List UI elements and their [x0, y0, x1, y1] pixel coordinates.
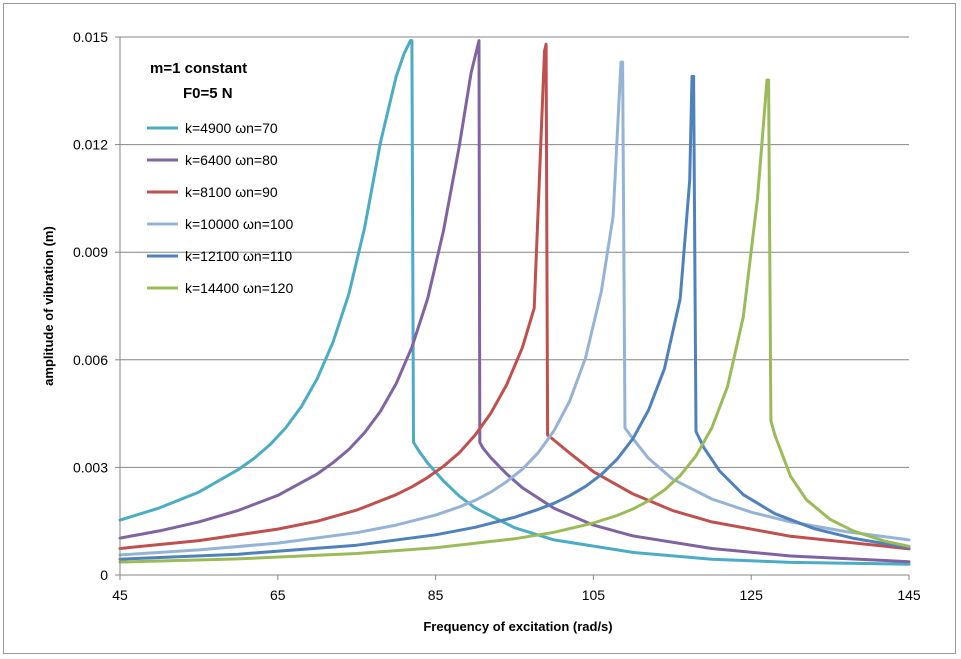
y-tick-label: 0.015 [73, 29, 108, 45]
legend-label-wn-80: k=6400 ωn=80 [185, 152, 278, 168]
y-tick-label: 0.012 [73, 137, 108, 153]
legend-label-wn-110: k=12100 ωn=110 [185, 248, 292, 264]
series-line-wn-110 [118, 75, 911, 561]
x-tick-label: 65 [270, 587, 286, 603]
plot-area [120, 37, 909, 575]
annotation-force: F0=5 N [183, 85, 233, 102]
series-line-wn-70 [118, 39, 911, 566]
series-line-wn-120 [118, 78, 911, 564]
y-tick-label: 0.003 [73, 459, 108, 475]
x-tick-label: 125 [740, 587, 764, 603]
legend-label-wn-70: k=4900 ωn=70 [185, 120, 278, 136]
y-tick-labels: 0 0.003 0.006 0.009 0.012 0.015 [73, 29, 120, 583]
legend: k=4900 ωn=70 k=6400 ωn=80 k=8100 ωn=90 k=10… [147, 120, 293, 296]
x-tick-label: 45 [112, 587, 128, 603]
series-lines [118, 39, 911, 566]
annotation-mass: m=1 constant [150, 60, 247, 77]
x-axis-title: Frequency of excitation (rad/s) [423, 619, 612, 634]
legend-label-wn-100: k=10000 ωn=100 [185, 216, 293, 232]
legend-label-wn-120: k=14400 ωn=120 [185, 280, 293, 296]
series-line-wn-100 [118, 60, 911, 557]
legend-label-wn-90: k=8100 ωn=90 [185, 184, 278, 200]
gridlines [120, 36, 909, 468]
y-tick-label: 0 [100, 567, 108, 583]
y-axis-title: amplitude of vibration (m) [41, 226, 56, 386]
series-line-wn-90 [118, 42, 911, 551]
x-tick-label: 105 [582, 587, 606, 603]
x-tick-label: 145 [897, 587, 921, 603]
series-line-wn-80 [118, 39, 911, 564]
y-tick-label: 0.006 [73, 352, 108, 368]
x-tick-label: 85 [428, 587, 444, 603]
y-tick-label: 0.009 [73, 244, 108, 260]
x-tick-labels: 45 65 85 105 125 145 [112, 575, 921, 603]
